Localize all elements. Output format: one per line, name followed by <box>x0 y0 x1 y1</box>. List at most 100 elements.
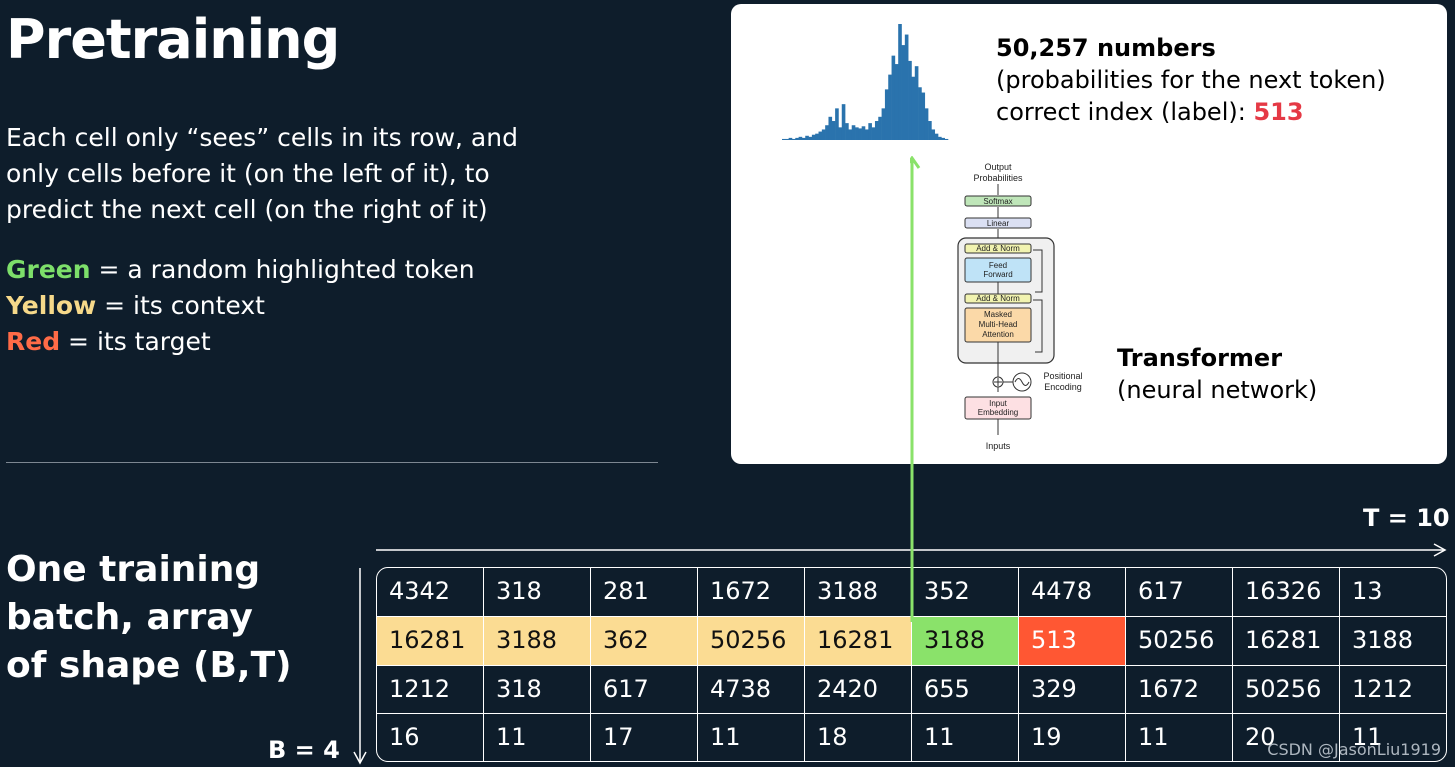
histogram-bar <box>924 108 929 140</box>
grid-cell: 16281 <box>1233 616 1340 666</box>
histogram-bar <box>841 104 846 140</box>
grid-cell: 16281 <box>377 616 484 666</box>
t-axis-label: T = 10 <box>1363 504 1450 532</box>
histogram-bar <box>888 74 892 140</box>
histogram-bar <box>911 76 916 140</box>
color-legend: Green = a random highlighted token Yello… <box>6 252 475 360</box>
output-description: 50,257 numbers (probabilities for the ne… <box>996 32 1386 128</box>
diagram-linear: Linear <box>987 219 1010 228</box>
diagram-masked-1: Masked <box>984 310 1012 319</box>
grid-cell: 50256 <box>1233 665 1340 715</box>
grid-cell: 3188 <box>805 568 912 617</box>
grid-cell: 3188 <box>484 616 591 666</box>
grid-cell: 362 <box>591 616 698 666</box>
histogram-bar <box>831 121 836 140</box>
grid-cell: 11 <box>912 714 1019 761</box>
output-count: 50,257 numbers <box>996 34 1216 62</box>
histogram-bar <box>798 136 803 140</box>
batch-label: One training batch, array of shape (B,T) <box>6 546 292 690</box>
model-panel <box>731 4 1447 464</box>
grid-cell: 1672 <box>1126 665 1233 715</box>
histogram-bar <box>878 116 882 140</box>
histogram-bar <box>855 127 859 140</box>
grid-row: 16 11 17 11 18 11 19 11 20 11 <box>377 714 1446 761</box>
diagram-add-norm-1: Add & Norm <box>976 244 1020 253</box>
grid-cell: 513 <box>1019 616 1126 666</box>
histogram-bar <box>791 138 796 140</box>
grid-cell: 352 <box>912 568 1019 617</box>
histogram-bar <box>821 129 826 140</box>
histogram-bar <box>941 137 945 140</box>
histogram-bar <box>858 128 862 140</box>
grid-cell: 17 <box>591 714 698 761</box>
grid-cell: 329 <box>1019 665 1126 715</box>
grid-cell: 655 <box>912 665 1019 715</box>
diagram-softmax-box <box>964 195 1032 207</box>
grid-cell: 318 <box>484 568 591 617</box>
grid-cell: 4342 <box>377 568 484 617</box>
diagram-output-probs-2: Probabilities <box>973 173 1023 183</box>
diagram-output-probs-1: Output <box>984 162 1012 172</box>
output-label-prefix: correct index (label): <box>996 98 1254 126</box>
grid-row: 16281 3188 362 50256 16281 3188 513 50256 16281 3… <box>377 616 1446 666</box>
histogram-bar <box>904 34 909 140</box>
grid-cell: 3188 <box>1340 617 1446 666</box>
legend-red-word: Red <box>6 327 61 356</box>
diagram-inputs: Inputs <box>986 441 1011 451</box>
histogram-bar <box>861 126 866 140</box>
diagram-masked-3: Attention <box>982 330 1014 339</box>
histogram-bar <box>894 64 899 140</box>
grid-cell: 16 <box>377 714 484 761</box>
diagram-pos-1: Positional <box>1043 371 1082 381</box>
grid-cell: 16326 <box>1233 568 1340 617</box>
grid-cell: 2420 <box>805 665 912 715</box>
histogram-bar <box>828 116 833 140</box>
histogram-bar <box>801 137 806 140</box>
grid-row: 1212 318 617 4738 2420 655 329 1672 50256 1212 <box>377 665 1446 715</box>
divider <box>6 462 658 463</box>
grid-cell: 50256 <box>1126 616 1233 666</box>
histogram-bar <box>928 121 932 140</box>
diagram-pos-2: Encoding <box>1044 382 1082 392</box>
grid-cell: 1212 <box>1340 666 1446 715</box>
legend-red-text: = its target <box>60 327 211 356</box>
diagram-softmax: Softmax <box>983 197 1012 206</box>
probability-histogram <box>782 24 949 141</box>
grid-cell: 50256 <box>698 616 805 666</box>
grid-cell: 16281 <box>805 616 912 666</box>
grid-cell: 281 <box>591 568 698 617</box>
histogram-bar <box>838 127 843 140</box>
grid-cell: 11 <box>1126 714 1233 761</box>
histogram-bar <box>788 137 793 140</box>
grid-cell: 617 <box>1126 568 1233 617</box>
grid-cell: 11 <box>1352 723 1383 752</box>
histogram-bar <box>818 131 823 140</box>
histogram-bar <box>891 55 896 140</box>
grid-cell: 20 <box>1233 714 1340 761</box>
grid-cell: 617 <box>591 665 698 715</box>
histogram-bar <box>815 133 819 140</box>
transformer-diagram: Output Probabilities Softmax Linear Add … <box>957 162 1083 451</box>
description-text: Each cell only “sees” cells in its row, … <box>6 123 518 224</box>
batch-label-line2: batch, array <box>6 597 253 638</box>
output-label-value: 513 <box>1253 98 1304 126</box>
output-desc: (probabilities for the next token) <box>996 66 1386 94</box>
green-highlight-arrow <box>910 156 921 622</box>
histogram-bar <box>868 123 872 140</box>
grid-row: 4342 318 281 1672 3188 352 4478 617 16326 13 <box>377 568 1446 617</box>
histogram-bar <box>851 125 856 140</box>
histogram-bar <box>921 92 926 140</box>
grid-cell: 19 <box>1019 714 1126 761</box>
grid-cell: 11 <box>484 714 591 761</box>
legend-green-text: = a random highlighted token <box>90 255 475 284</box>
grid-cell: 1672 <box>698 568 805 617</box>
grid-cell: 1212 <box>377 665 484 715</box>
histogram-bar <box>811 134 816 140</box>
legend-yellow-text: = its context <box>96 291 265 320</box>
grid-cell: 318 <box>484 665 591 715</box>
batch-label-line3: of shape (B,T) <box>6 645 292 686</box>
histogram-bar <box>881 108 886 140</box>
histogram-bar <box>944 138 949 140</box>
grid-cell: 13 <box>1340 568 1446 617</box>
histogram-bar <box>782 138 786 140</box>
